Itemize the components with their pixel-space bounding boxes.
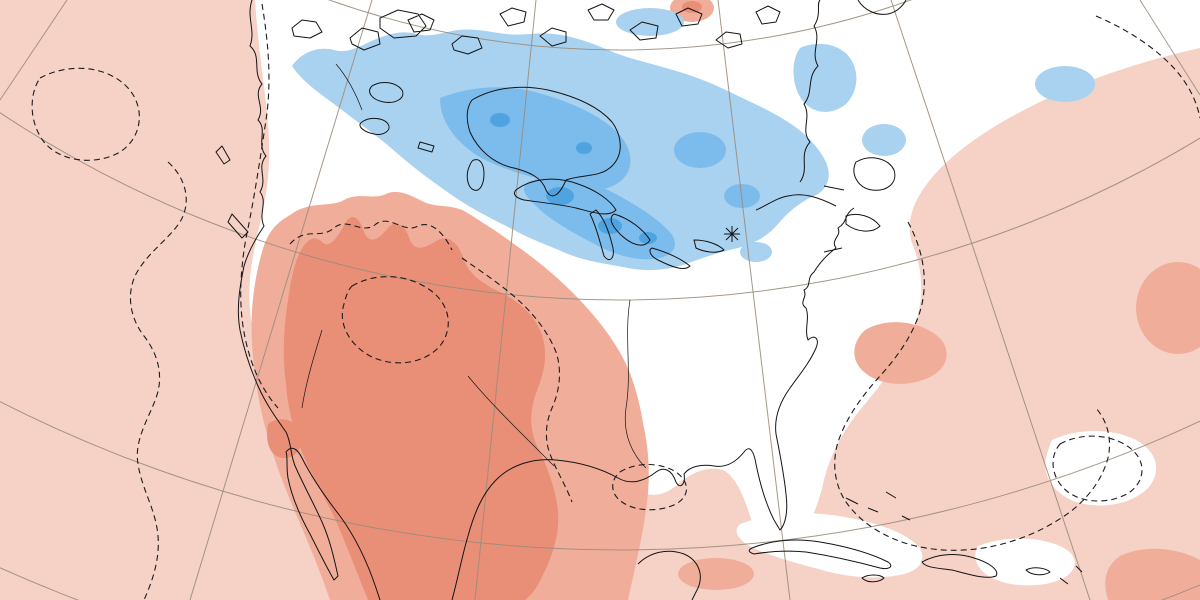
arctic-islands <box>291 3 781 55</box>
dashed-contour-layer <box>31 3 1200 600</box>
bahamas <box>845 491 911 521</box>
lake-winnipeg <box>466 159 485 191</box>
cool-strong-layer <box>490 113 657 244</box>
st-lawrence <box>755 194 837 211</box>
newfoundland <box>853 157 896 191</box>
lake-huron <box>610 213 651 246</box>
cuba <box>748 539 892 569</box>
jamaica <box>861 574 885 583</box>
lake-erie <box>649 247 691 269</box>
long-island <box>823 247 843 253</box>
lake-ontario <box>693 239 725 253</box>
lake-michigan <box>589 209 614 260</box>
great-bear-lake <box>369 82 404 103</box>
lake-athabasca <box>417 141 435 153</box>
west-coastline <box>237 0 381 600</box>
labrador-coast <box>799 0 821 183</box>
lake-superior <box>513 178 617 215</box>
mackenzie-river <box>335 63 363 111</box>
warm-strong-layer <box>267 1 702 600</box>
rio-grande <box>467 375 555 467</box>
anticosti <box>823 185 845 191</box>
vancouver-island <box>227 213 249 239</box>
hudson-bay <box>466 86 621 197</box>
mississippi-river <box>624 299 647 469</box>
great-slave-lake <box>359 117 390 135</box>
lesser-antilles <box>1059 565 1083 585</box>
yucatan <box>637 550 701 600</box>
nova-scotia <box>845 213 881 232</box>
coastline-layer <box>215 0 1083 600</box>
gulf-atlantic-coastline <box>451 207 855 600</box>
greenland-tip <box>857 0 907 15</box>
hispaniola <box>921 554 998 578</box>
colorado-river <box>301 329 323 409</box>
puerto-rico <box>1025 567 1051 576</box>
georgian-bay-marks <box>724 226 740 242</box>
haida-gwaii <box>215 145 231 165</box>
